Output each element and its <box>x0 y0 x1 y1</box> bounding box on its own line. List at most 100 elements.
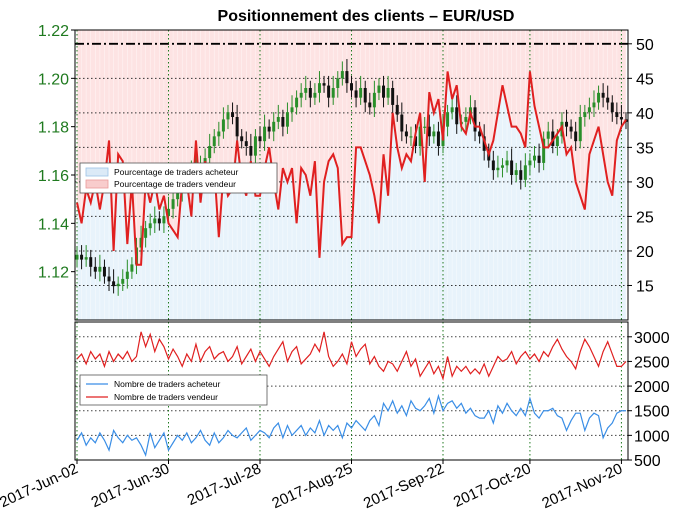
candle-body <box>80 254 84 260</box>
buy-count-line <box>76 393 626 457</box>
sell-pct-line <box>76 71 627 266</box>
candle-body <box>231 112 235 117</box>
candle-body <box>167 208 170 217</box>
candle-body <box>139 237 143 248</box>
candle-body <box>290 107 294 113</box>
top-legend: Pourcentage de traders acheteur Pourcenta… <box>79 162 278 194</box>
bottom-panel: 3000 2500 2000 1500 1000 500 Nombre de traders… <box>74 321 670 470</box>
candle-body <box>606 97 610 103</box>
left-tick-label: 1.20 <box>38 71 69 88</box>
candle-body <box>148 223 152 229</box>
candle-body <box>203 158 207 163</box>
candle-body <box>244 141 248 146</box>
x-axis: 2017-Jun-02 2017-Jun-30 2017-Jul-28 2017-Au… <box>0 460 625 512</box>
candle-body <box>610 102 614 113</box>
candle-body <box>331 88 335 98</box>
candle-body <box>162 216 166 224</box>
candle-body <box>281 117 285 127</box>
candle-body <box>354 90 358 98</box>
candle-body <box>267 126 271 132</box>
candle-body <box>157 218 161 224</box>
right-tick-label: 40 <box>636 106 654 123</box>
x-tick-label: 2017-Jun-02 <box>0 460 81 511</box>
candle-body <box>363 88 367 103</box>
candle-body <box>592 102 596 108</box>
candle-body <box>336 78 340 88</box>
candle-body <box>317 83 321 93</box>
right-tick-label: 35 <box>636 140 654 157</box>
candle-body <box>84 257 88 260</box>
candle-body <box>619 117 623 120</box>
candle-body <box>395 104 399 115</box>
candle-body <box>464 117 468 122</box>
candle-body <box>491 160 495 171</box>
candle-body <box>125 271 129 279</box>
x-tick-label: 2017-Aug-25 <box>269 460 355 512</box>
candle-body <box>89 257 93 267</box>
candle-body <box>75 254 79 260</box>
candle-body <box>533 155 536 161</box>
candle-body <box>414 136 418 146</box>
candle-body <box>359 88 363 98</box>
candle-body <box>253 136 257 156</box>
candle-body <box>304 88 308 93</box>
left-tick-label: 1.12 <box>38 265 69 282</box>
legend-label-sell-count: Nombre de traders vendeur <box>114 392 218 402</box>
candle-body <box>409 136 413 138</box>
candle-body <box>121 278 125 284</box>
x-tick-label: 2017-Jun-30 <box>89 460 173 511</box>
right-tick-label-bottom: 1000 <box>634 428 670 445</box>
legend-label-sell: Pourcentage de traders vendeur <box>114 179 236 189</box>
right-tick-label: 25 <box>636 209 654 226</box>
candle-body <box>537 155 541 163</box>
candle-body <box>276 117 280 122</box>
left-tick-label: 1.16 <box>38 168 69 185</box>
x-tick-label: 2017-Sep-22 <box>361 460 447 512</box>
legend-box <box>79 162 278 194</box>
candle-body <box>615 112 619 117</box>
candle-body <box>221 119 225 132</box>
legend-swatch-buy <box>85 167 109 177</box>
candle-body <box>528 160 532 166</box>
candle-body <box>404 131 408 137</box>
legend-swatch-sell <box>85 179 109 189</box>
candle-body <box>272 121 276 132</box>
top-panel: 1.22 1.20 1.18 1.16 1.14 1.12 50 45 40 35 30 25 20 15… <box>38 23 654 460</box>
chart-title: Positionnement des clients – EUR/USD <box>218 8 515 25</box>
candle-body <box>176 191 180 200</box>
sell-count-line <box>76 331 627 381</box>
candle-body <box>510 160 514 175</box>
candle-body <box>391 88 395 105</box>
candle-body <box>368 102 372 108</box>
candle-body <box>436 131 440 146</box>
candle-body <box>258 136 262 142</box>
candle-body <box>455 107 459 125</box>
candle-body <box>212 136 216 146</box>
candle-body <box>386 88 390 98</box>
candle-body <box>601 92 605 98</box>
candle-body <box>217 131 221 137</box>
candle-body <box>583 112 587 117</box>
candle-body <box>226 112 230 120</box>
candle-body <box>578 117 582 142</box>
candle-body <box>299 92 303 98</box>
candle-body <box>446 112 450 127</box>
candle-body <box>327 85 331 98</box>
candle-body <box>107 276 111 282</box>
x-tick-label: 2017-Oct-20 <box>451 460 534 511</box>
right-tick-label: 20 <box>636 244 654 261</box>
candle-body <box>423 126 427 128</box>
candle-body <box>546 131 550 139</box>
candle-body <box>418 126 422 146</box>
candle-body <box>400 114 404 132</box>
left-tick-label: 1.18 <box>38 120 69 137</box>
candle-body <box>308 88 312 98</box>
candle-body <box>350 83 353 91</box>
candle-body <box>144 228 148 238</box>
candle-body <box>523 165 527 180</box>
candle-body <box>93 266 97 272</box>
candle-body <box>514 170 518 175</box>
candle-body <box>597 92 601 103</box>
